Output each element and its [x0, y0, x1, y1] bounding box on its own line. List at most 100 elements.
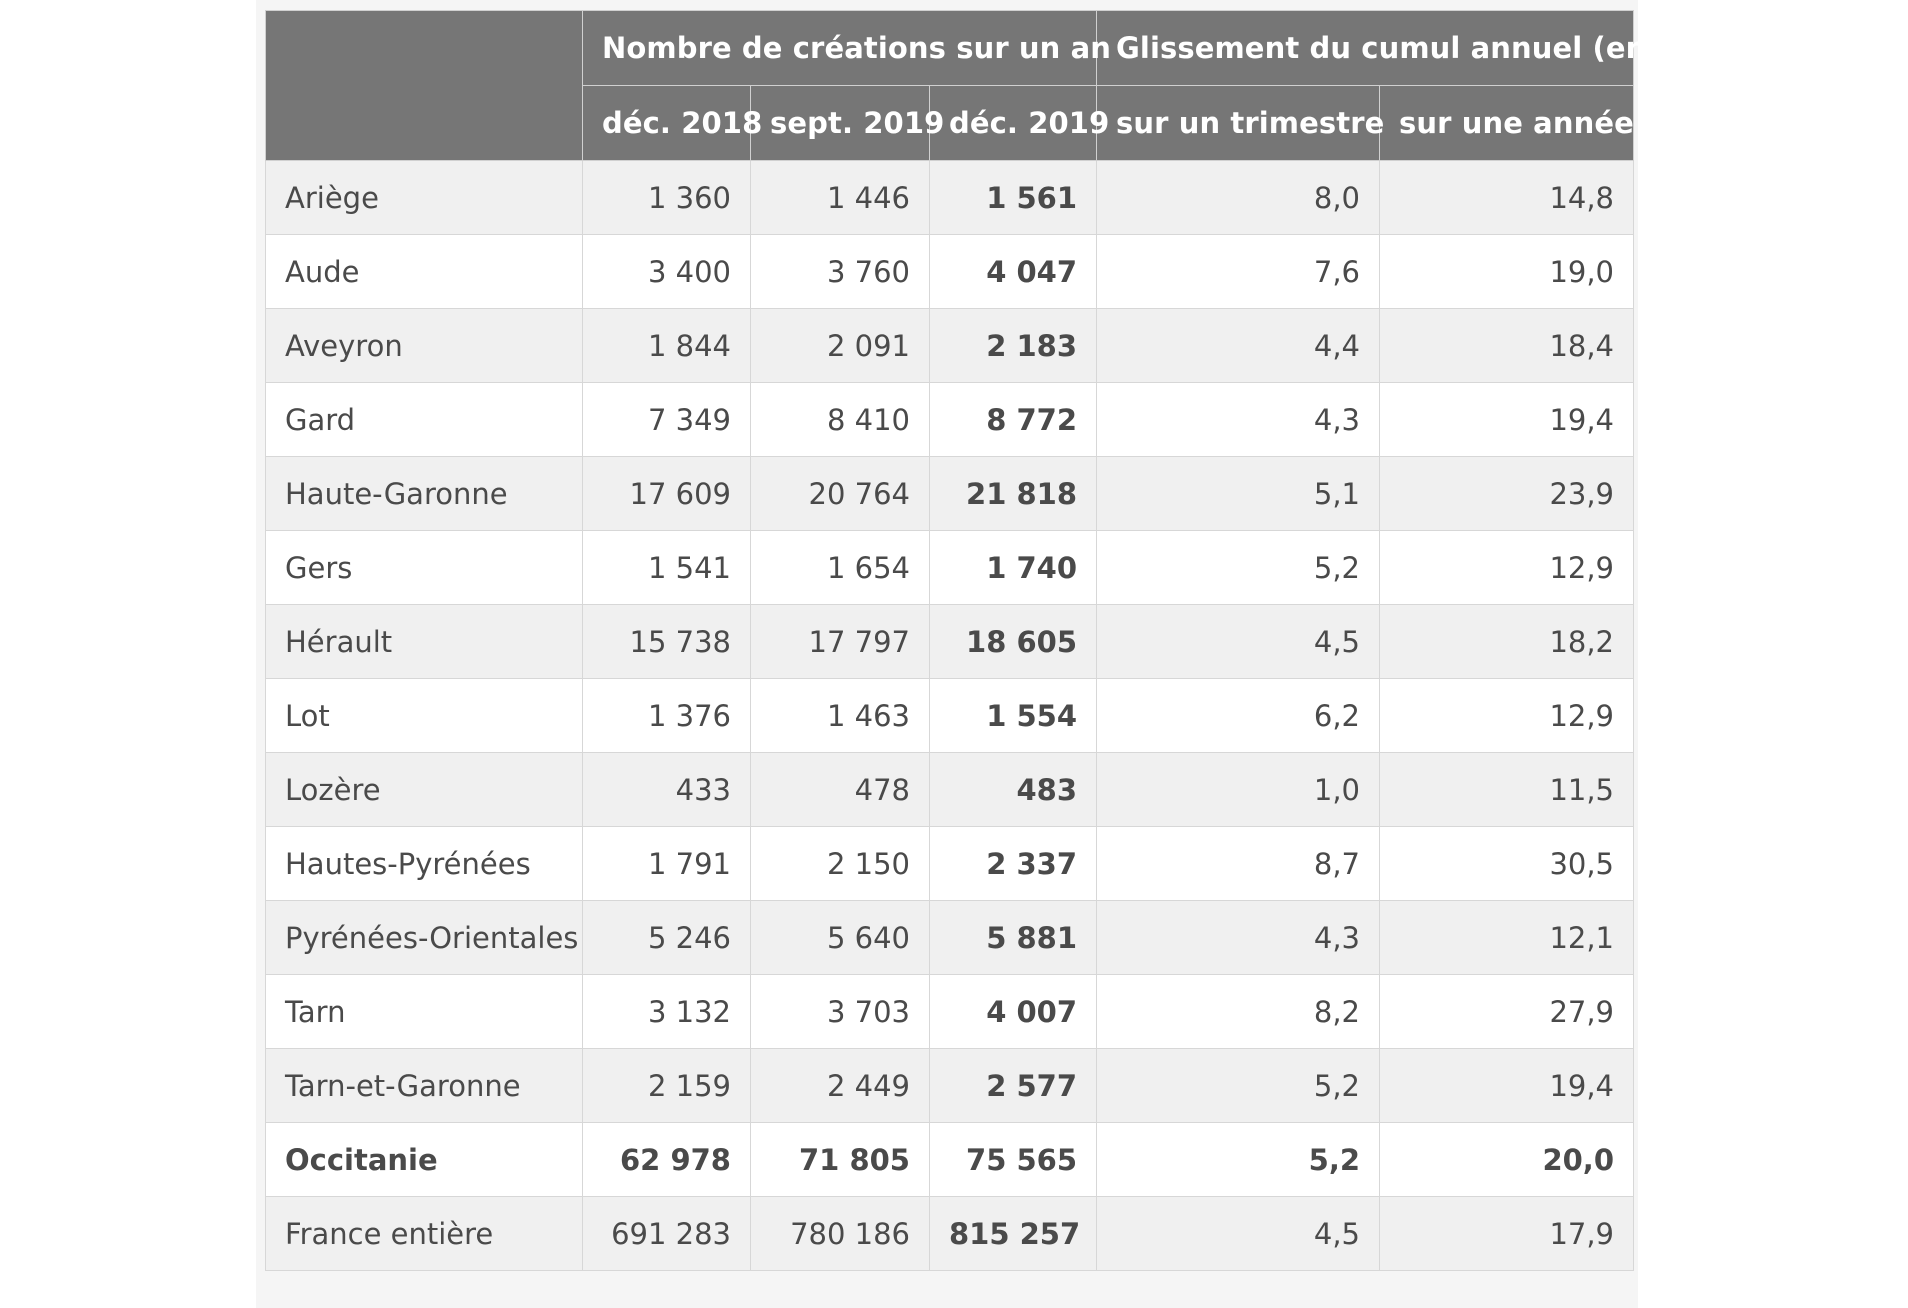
cell-trimestre: 5,2: [1096, 530, 1381, 605]
row-label: Occitanie: [265, 1122, 583, 1197]
table-body: Ariège 1 360 1 446 1 561 8,0 14,8 Aude 3…: [265, 160, 1635, 1271]
cell-sept2019: 8 410: [750, 382, 930, 457]
row-label: Haute-Garonne: [265, 456, 583, 531]
row-label: Aude: [265, 234, 583, 309]
cell-dec2019: 8 772: [928, 382, 1098, 457]
cell-sept2019: 3 760: [750, 234, 930, 309]
cell-trimestre: 7,6: [1096, 234, 1381, 309]
table-row: Tarn-et-Garonne 2 159 2 449 2 577 5,2 19…: [265, 1048, 1635, 1123]
cell-dec2019: 2 577: [928, 1048, 1098, 1123]
cell-annee: 27,9: [1379, 974, 1635, 1049]
cell-annee: 30,5: [1379, 826, 1635, 901]
cell-trimestre: 8,2: [1096, 974, 1381, 1049]
cell-dec2018: 3 132: [582, 974, 751, 1049]
cell-dec2018: 17 609: [582, 456, 751, 531]
table-row: Haute-Garonne 17 609 20 764 21 818 5,1 2…: [265, 456, 1635, 531]
cell-annee: 23,9: [1379, 456, 1635, 531]
row-label: Pyrénées-Orientales: [265, 900, 583, 975]
cell-sept2019: 478: [750, 752, 930, 827]
cell-dec2018: 7 349: [582, 382, 751, 457]
header-col-dec2019: déc. 2019: [928, 85, 1109, 161]
cell-dec2019: 18 605: [928, 604, 1098, 679]
cell-sept2019: 2 449: [750, 1048, 930, 1123]
row-label: Gard: [265, 382, 583, 457]
header-row-columns: déc. 2018 sept. 2019 déc. 2019 sur un tr…: [266, 85, 1635, 161]
row-label: France entière: [265, 1196, 583, 1271]
cell-dec2018: 5 246: [582, 900, 751, 975]
cell-sept2019: 71 805: [750, 1122, 930, 1197]
cell-dec2019: 815 257: [928, 1196, 1098, 1271]
cell-dec2019: 483: [928, 752, 1098, 827]
table-row: France entière 691 283 780 186 815 257 4…: [265, 1196, 1635, 1271]
header-row-groups: Nombre de créations sur un an Glissement…: [265, 10, 1699, 161]
cell-trimestre: 8,0: [1096, 160, 1381, 235]
row-label: Hérault: [265, 604, 583, 679]
cell-sept2019: 2 091: [750, 308, 930, 383]
cell-sept2019: 1 446: [750, 160, 930, 235]
cell-sept2019: 20 764: [750, 456, 930, 531]
table-row: Pyrénées-Orientales 5 246 5 640 5 881 4,…: [265, 900, 1635, 975]
row-label: Ariège: [265, 160, 583, 235]
row-label: Gers: [265, 530, 583, 605]
row-label: Aveyron: [265, 308, 583, 383]
cell-sept2019: 3 703: [750, 974, 930, 1049]
row-label: Tarn: [265, 974, 583, 1049]
cell-dec2019: 4 047: [928, 234, 1098, 309]
cell-trimestre: 5,1: [1096, 456, 1381, 531]
cell-annee: 12,9: [1379, 530, 1635, 605]
cell-dec2018: 1 541: [582, 530, 751, 605]
cell-dec2018: 433: [582, 752, 751, 827]
table-row: Gard 7 349 8 410 8 772 4,3 19,4: [265, 382, 1635, 457]
cell-dec2018: 1 844: [582, 308, 751, 383]
table-row-total: Occitanie 62 978 71 805 75 565 5,2 20,0: [265, 1122, 1635, 1197]
cell-trimestre: 4,5: [1096, 604, 1381, 679]
cell-annee: 17,9: [1379, 1196, 1635, 1271]
cell-dec2019: 75 565: [928, 1122, 1098, 1197]
header-col-trimestre: sur un trimestre: [1096, 85, 1384, 161]
data-table: Nombre de créations sur un an Glissement…: [265, 10, 1699, 1271]
table-row: Aveyron 1 844 2 091 2 183 4,4 18,4: [265, 308, 1635, 383]
cell-sept2019: 5 640: [750, 900, 930, 975]
table-row: Ariège 1 360 1 446 1 561 8,0 14,8: [265, 160, 1635, 235]
table-row: Aude 3 400 3 760 4 047 7,6 19,0: [265, 234, 1635, 309]
cell-annee: 12,1: [1379, 900, 1635, 975]
row-label: Lozère: [265, 752, 583, 827]
cell-annee: 19,4: [1379, 1048, 1635, 1123]
cell-annee: 18,4: [1379, 308, 1635, 383]
table-row: Lozère 433 478 483 1,0 11,5: [265, 752, 1635, 827]
cell-dec2018: 1 791: [582, 826, 751, 901]
cell-dec2018: 15 738: [582, 604, 751, 679]
cell-annee: 18,2: [1379, 604, 1635, 679]
cell-dec2019: 5 881: [928, 900, 1098, 975]
cell-dec2019: 21 818: [928, 456, 1098, 531]
cell-dec2018: 62 978: [582, 1122, 751, 1197]
cell-trimestre: 4,4: [1096, 308, 1381, 383]
cell-dec2018: 691 283: [582, 1196, 751, 1271]
cell-dec2019: 4 007: [928, 974, 1098, 1049]
cell-annee: 12,9: [1379, 678, 1635, 753]
cell-trimestre: 4,5: [1096, 1196, 1381, 1271]
table-header: Nombre de créations sur un an Glissement…: [265, 10, 1699, 161]
cell-annee: 19,4: [1379, 382, 1635, 457]
cell-trimestre: 1,0: [1096, 752, 1381, 827]
cell-dec2018: 1 376: [582, 678, 751, 753]
cell-sept2019: 17 797: [750, 604, 930, 679]
cell-sept2019: 1 463: [750, 678, 930, 753]
cell-dec2019: 1 554: [928, 678, 1098, 753]
cell-dec2018: 1 360: [582, 160, 751, 235]
cell-dec2019: 2 337: [928, 826, 1098, 901]
table-row: Tarn 3 132 3 703 4 007 8,2 27,9: [265, 974, 1635, 1049]
cell-sept2019: 780 186: [750, 1196, 930, 1271]
table-row: Hérault 15 738 17 797 18 605 4,5 18,2: [265, 604, 1635, 679]
cell-annee: 14,8: [1379, 160, 1635, 235]
cell-dec2018: 3 400: [582, 234, 751, 309]
cell-dec2019: 1 740: [928, 530, 1098, 605]
cell-dec2018: 2 159: [582, 1048, 751, 1123]
row-label: Hautes-Pyrénées: [265, 826, 583, 901]
header-corner-cell: [265, 10, 583, 161]
cell-trimestre: 4,3: [1096, 900, 1381, 975]
cell-trimestre: 5,2: [1096, 1122, 1381, 1197]
table-row: Gers 1 541 1 654 1 740 5,2 12,9: [265, 530, 1635, 605]
header-col-annee: sur une année: [1379, 85, 1635, 161]
row-label: Lot: [265, 678, 583, 753]
